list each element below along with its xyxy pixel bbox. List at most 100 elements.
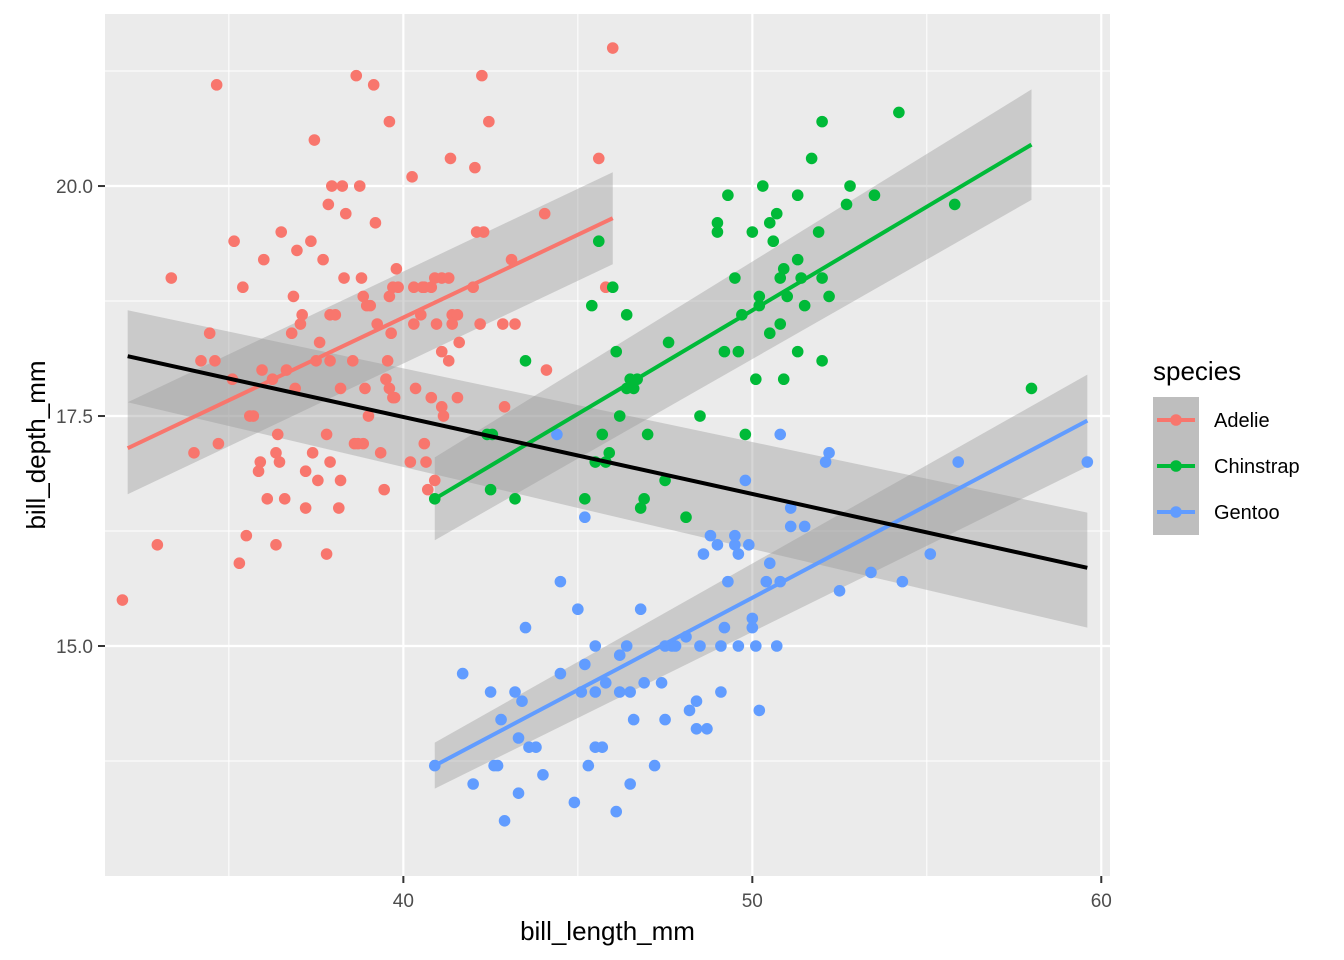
point-gentoo [715, 686, 727, 698]
point-adelie [338, 272, 350, 284]
point-adelie [540, 364, 553, 376]
point-gentoo [770, 640, 783, 652]
x-tick-label: 40 [393, 891, 414, 912]
point-adelie [453, 336, 465, 349]
point-gentoo [697, 548, 710, 560]
legend-label-chinstrap: Chinstrap [1214, 456, 1300, 478]
point-gentoo [896, 575, 909, 588]
point-adelie [350, 69, 363, 82]
point-chinstrap [750, 373, 762, 386]
point-adelie [353, 180, 366, 192]
point-gentoo [711, 539, 724, 551]
point-adelie [483, 115, 495, 128]
point-adelie [369, 217, 382, 229]
gridlines [105, 14, 1110, 876]
point-gentoo [627, 713, 640, 726]
point-adelie [498, 401, 511, 413]
point-chinstrap [777, 373, 790, 386]
point-adelie [505, 253, 518, 266]
point-gentoo [784, 520, 797, 533]
point-gentoo [669, 640, 682, 652]
point-adelie [380, 373, 392, 386]
point-adelie [383, 115, 396, 128]
point-adelie [228, 235, 240, 248]
point-adelie [430, 318, 443, 330]
point-chinstrap [767, 235, 780, 248]
point-gentoo [530, 741, 542, 754]
point-adelie [233, 557, 246, 570]
point-chinstrap [812, 226, 825, 238]
point-gentoo [495, 713, 507, 726]
point-adelie [291, 244, 303, 257]
point-gentoo [624, 778, 636, 790]
point-adelie [385, 327, 397, 340]
point-adelie [388, 391, 401, 404]
point-adelie [324, 456, 336, 468]
legend-label-adelie: Adelie [1214, 410, 1270, 432]
point-gentoo [610, 805, 623, 818]
point-gentoo [537, 769, 549, 781]
point-gentoo [596, 741, 609, 754]
point-chinstrap [840, 198, 853, 211]
point-adelie [326, 180, 338, 192]
point-adelie [435, 401, 448, 413]
point-adelie [474, 318, 486, 330]
point-chinstrap [823, 290, 835, 303]
point-chinstrap [763, 217, 776, 229]
point-adelie [320, 548, 333, 560]
point-chinstrap [791, 253, 804, 266]
point-gentoo [865, 566, 877, 579]
point-gentoo [512, 787, 525, 800]
point-adelie [275, 226, 288, 238]
point-chinstrap [844, 180, 856, 192]
point-gentoo [694, 640, 706, 652]
point-adelie [313, 336, 326, 349]
point-chinstrap [774, 272, 787, 284]
point-gentoo [732, 640, 745, 652]
point-gentoo [1081, 456, 1094, 468]
point-adelie [210, 79, 223, 91]
point-gentoo [683, 704, 696, 717]
point-adelie [418, 437, 431, 450]
point-adelie [296, 309, 308, 321]
point-gentoo [924, 548, 937, 560]
point-gentoo [722, 575, 734, 588]
point-gentoo [579, 511, 591, 524]
point-adelie [469, 161, 481, 174]
point-gentoo [519, 621, 532, 634]
y-tick-label: 20.0 [56, 177, 93, 198]
point-gentoo [743, 539, 755, 551]
point-adelie [390, 263, 403, 275]
point-adelie [367, 79, 380, 91]
point-gentoo [952, 456, 965, 468]
point-adelie [306, 447, 319, 459]
point-gentoo [659, 713, 671, 726]
point-adelie [270, 539, 282, 551]
point-adelie [364, 299, 377, 312]
point-gentoo [823, 447, 835, 459]
point-chinstrap [509, 493, 521, 505]
point-chinstrap [606, 281, 619, 294]
y-tick-label: 15.0 [56, 637, 93, 658]
point-chinstrap [746, 226, 759, 238]
point-gentoo [729, 539, 741, 551]
point-gentoo [739, 474, 752, 487]
point-gentoo [599, 677, 612, 689]
point-adelie [383, 382, 396, 395]
point-adelie [421, 483, 434, 496]
point-gentoo [798, 520, 811, 533]
point-adelie [346, 355, 359, 367]
point-gentoo [753, 704, 766, 717]
point-adelie [270, 447, 282, 459]
point-gentoo [655, 677, 668, 689]
legend-point-adelie [1170, 414, 1182, 426]
point-adelie [435, 345, 448, 358]
point-chinstrap [774, 318, 787, 330]
point-gentoo [572, 603, 584, 616]
point-adelie [362, 410, 375, 422]
point-chinstrap [739, 428, 752, 441]
point-chinstrap [579, 493, 591, 505]
legend-label-gentoo: Gentoo [1214, 502, 1280, 524]
point-gentoo [613, 649, 626, 662]
point-chinstrap [484, 483, 497, 496]
